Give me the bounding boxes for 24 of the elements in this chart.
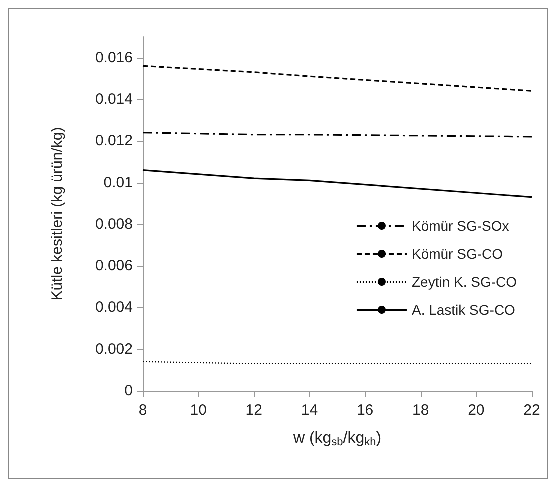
legend-label: A. Lastik SG-CO xyxy=(412,302,516,318)
x-tick-label: 20 xyxy=(468,402,485,419)
y-tick-label: 0.016 xyxy=(95,49,133,66)
legend-label: Kömür SG-SOx xyxy=(412,218,510,234)
x-tick-label: 12 xyxy=(246,402,262,419)
x-tick-label: 10 xyxy=(190,402,207,419)
y-tick-label: 0 xyxy=(124,382,133,400)
y-tick-label: 0.006 xyxy=(95,258,133,275)
legend-label: Zeytin K. SG-CO xyxy=(412,274,518,290)
line-series xyxy=(142,65,533,92)
y-tick-label: 0.002 xyxy=(95,340,133,358)
y-tick-label: 0.012 xyxy=(95,132,133,150)
x-tick-label: 22 xyxy=(524,402,540,419)
x-tick-label: 16 xyxy=(356,402,374,419)
x-tick-label: 18 xyxy=(412,402,430,419)
y-tick-label: 0.008 xyxy=(95,216,133,233)
x-tick-label: 8 xyxy=(138,402,148,419)
y-tick-label: 0.004 xyxy=(95,299,133,316)
x-tick-label: 14 xyxy=(301,402,318,419)
y-axis-title: Kütle kesitleri (kg ürün/kg) xyxy=(49,127,66,301)
y-tick-label: 0.01 xyxy=(104,174,133,192)
line-series xyxy=(142,169,533,198)
legend-label: Kömür SG-CO xyxy=(412,246,504,262)
y-tick-label: 0.014 xyxy=(95,90,133,108)
